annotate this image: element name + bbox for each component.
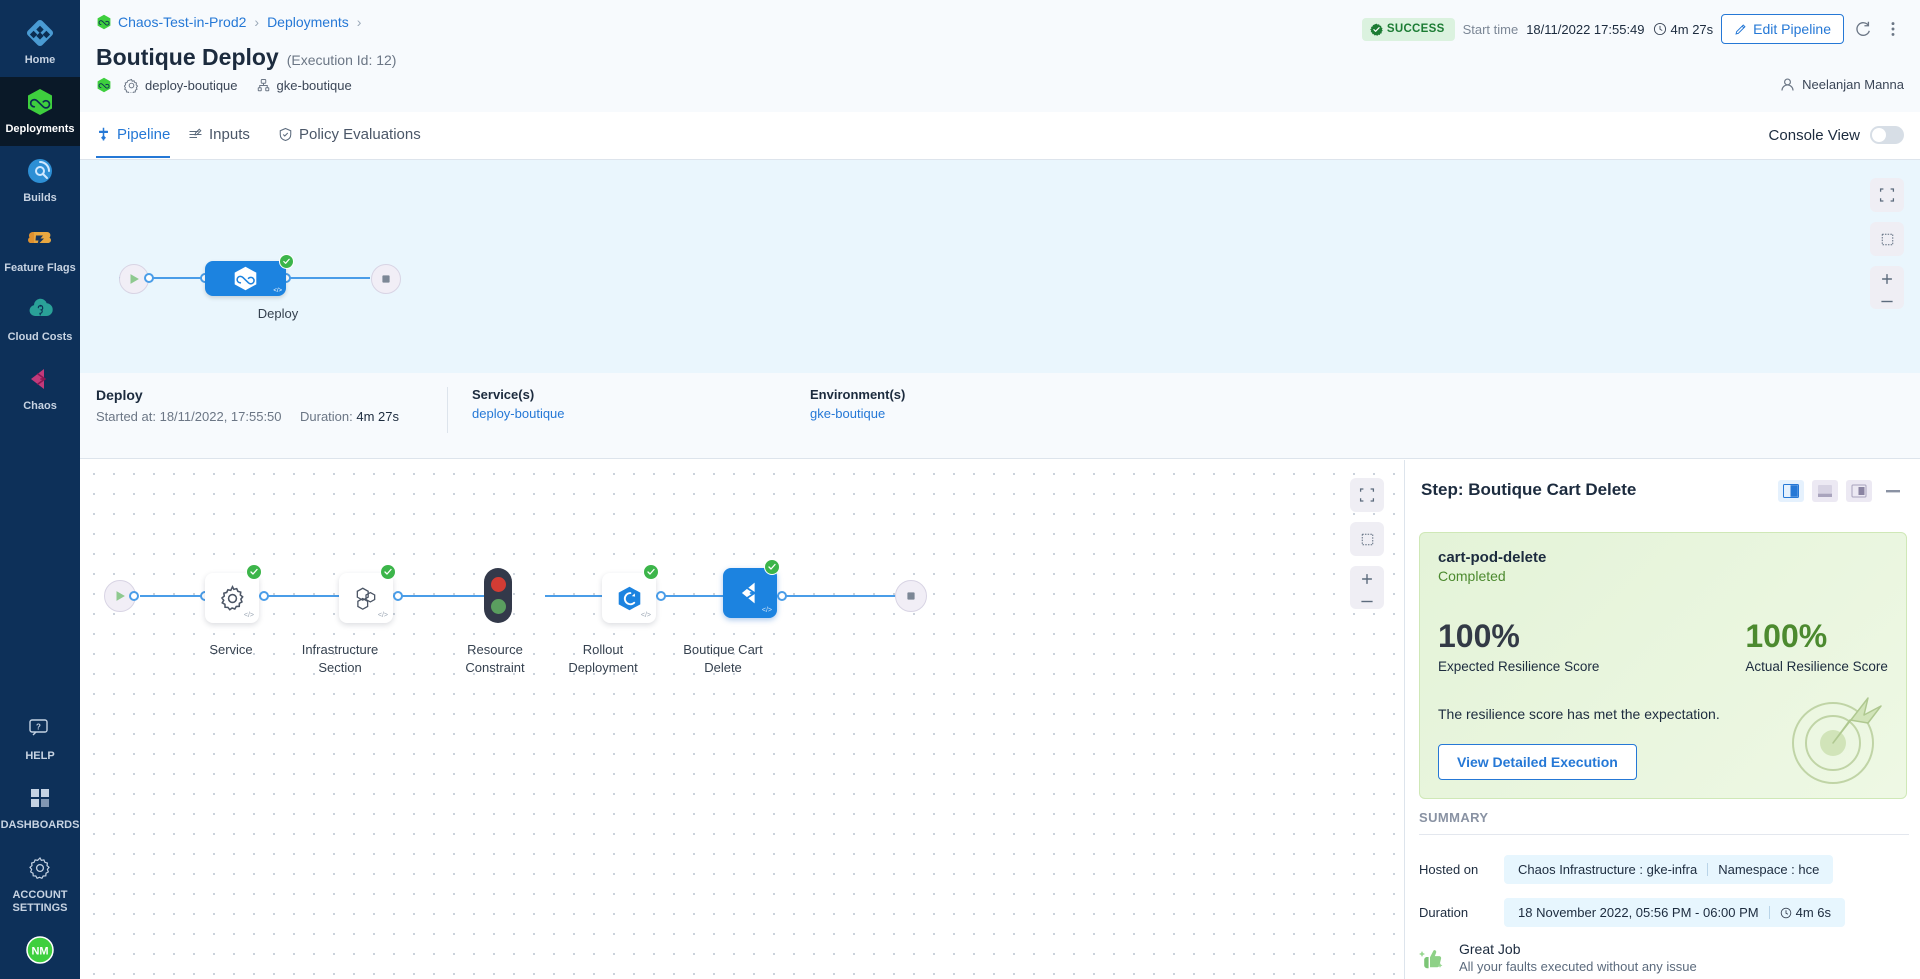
svg-text:?: ? xyxy=(36,723,41,732)
svg-text:NM: NM xyxy=(31,946,48,958)
